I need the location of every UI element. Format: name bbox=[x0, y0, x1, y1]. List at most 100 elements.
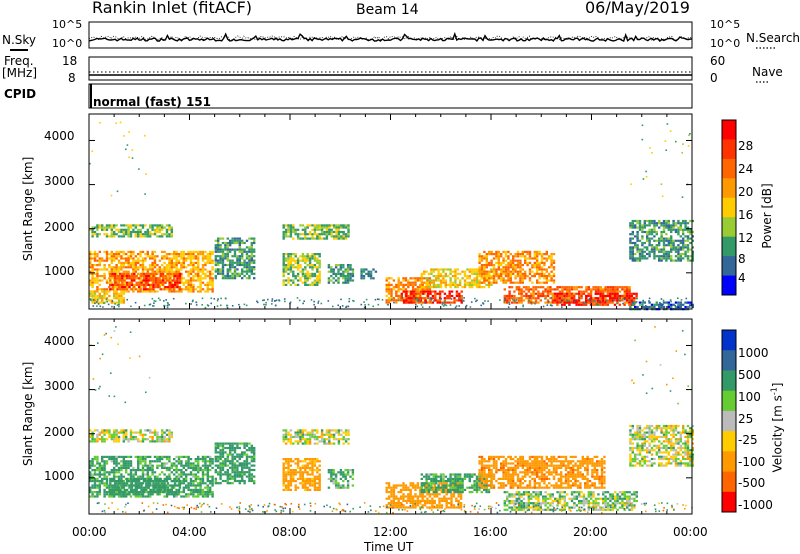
data-cell bbox=[425, 283, 428, 286]
data-cell bbox=[194, 255, 197, 258]
data-cell bbox=[140, 275, 143, 278]
data-cell bbox=[117, 261, 121, 264]
data-cell bbox=[115, 290, 118, 293]
data-cell bbox=[132, 230, 135, 234]
data-cell bbox=[224, 248, 227, 251]
data-cell bbox=[339, 266, 343, 269]
data-cell bbox=[316, 438, 319, 441]
data-cell bbox=[691, 259, 694, 262]
data-cell bbox=[282, 257, 285, 260]
data-cell bbox=[91, 226, 94, 229]
data-cell bbox=[417, 301, 420, 304]
data-cell bbox=[519, 272, 522, 275]
data-cell bbox=[154, 482, 158, 485]
data-cell bbox=[508, 297, 511, 300]
data-cell bbox=[130, 272, 134, 275]
data-cell bbox=[316, 275, 319, 278]
data-cell bbox=[141, 460, 145, 463]
data-cell bbox=[105, 299, 109, 302]
data-cell bbox=[226, 237, 229, 240]
data-cell bbox=[439, 279, 443, 282]
data-cell bbox=[289, 255, 293, 258]
noise-cell bbox=[421, 306, 424, 308]
data-cell bbox=[197, 482, 200, 485]
data-cell bbox=[149, 257, 152, 260]
data-cell bbox=[629, 250, 632, 253]
data-cell bbox=[125, 270, 128, 273]
data-cell bbox=[141, 455, 145, 458]
data-cell bbox=[404, 283, 408, 286]
data-cell bbox=[221, 468, 225, 472]
data-cell bbox=[109, 488, 112, 491]
data-cell bbox=[337, 226, 341, 229]
data-cell bbox=[105, 462, 109, 465]
data-cell bbox=[101, 455, 104, 458]
data-cell bbox=[250, 479, 253, 483]
data-cell bbox=[245, 455, 249, 458]
data-cell bbox=[296, 233, 300, 236]
data-cell bbox=[454, 281, 457, 284]
data-cell bbox=[250, 270, 253, 273]
data-cell bbox=[672, 246, 675, 249]
data-cell bbox=[93, 297, 97, 300]
data-cell bbox=[395, 292, 398, 295]
data-cell bbox=[96, 440, 99, 443]
data-cell bbox=[616, 297, 619, 300]
data-cell bbox=[137, 290, 140, 293]
data-cell bbox=[414, 279, 417, 282]
data-cell bbox=[145, 288, 148, 291]
data-cell bbox=[311, 237, 314, 240]
data-cell bbox=[551, 292, 554, 295]
data-cell bbox=[497, 261, 500, 264]
data-cell bbox=[561, 297, 564, 300]
data-cell bbox=[351, 275, 355, 278]
data-cell bbox=[125, 495, 128, 498]
data-cell bbox=[226, 453, 229, 456]
data-cell bbox=[536, 257, 539, 260]
data-cell bbox=[631, 257, 634, 260]
data-cell bbox=[449, 283, 452, 286]
data-cell bbox=[524, 250, 527, 253]
data-cell bbox=[182, 266, 185, 269]
data-cell bbox=[121, 275, 124, 278]
data-cell bbox=[108, 486, 111, 489]
data-cell bbox=[147, 272, 150, 275]
data-cell bbox=[93, 279, 97, 282]
data-cell bbox=[197, 455, 200, 458]
data-cell bbox=[211, 261, 214, 264]
data-cell bbox=[337, 233, 341, 236]
data-cell bbox=[170, 266, 173, 269]
data-cell bbox=[304, 233, 307, 236]
data-cell bbox=[337, 224, 341, 227]
data-cell bbox=[582, 303, 585, 306]
data-cell bbox=[430, 272, 433, 275]
data-cell bbox=[192, 250, 195, 253]
data-cell bbox=[316, 226, 319, 229]
data-cell bbox=[691, 239, 694, 242]
data-cell bbox=[253, 259, 256, 262]
data-cell bbox=[233, 455, 237, 458]
data-cell bbox=[214, 482, 217, 485]
data-cell bbox=[168, 458, 171, 461]
data-cell bbox=[429, 299, 432, 302]
data-cell bbox=[233, 451, 237, 454]
data-cell bbox=[221, 263, 225, 267]
data-cell bbox=[169, 488, 172, 491]
data-cell bbox=[226, 482, 229, 485]
data-cell bbox=[144, 495, 147, 498]
data-cell bbox=[163, 257, 166, 260]
data-cell bbox=[609, 286, 612, 289]
data-cell bbox=[347, 226, 350, 229]
data-cell bbox=[110, 281, 113, 284]
data-cell bbox=[159, 281, 162, 284]
data-cell bbox=[539, 286, 542, 289]
data-cell bbox=[117, 455, 121, 458]
data-cell bbox=[369, 272, 373, 275]
data-cell bbox=[554, 288, 557, 291]
data-cell bbox=[204, 473, 207, 476]
data-cell bbox=[334, 266, 338, 269]
data-cell bbox=[478, 286, 481, 289]
data-cell bbox=[168, 268, 171, 271]
data-cell bbox=[229, 250, 232, 253]
data-cell bbox=[660, 257, 663, 260]
